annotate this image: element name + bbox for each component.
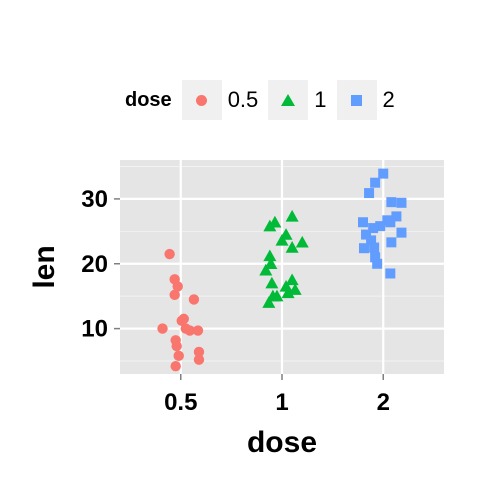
legend-key-square <box>336 80 377 120</box>
data-points <box>157 168 407 372</box>
point-square <box>378 168 389 179</box>
point-square <box>396 227 407 238</box>
legend-key-triangle <box>268 80 309 120</box>
point-square <box>375 221 386 232</box>
legend-key-circle <box>181 80 222 120</box>
point-square <box>386 237 397 248</box>
axes: 10 20 30 0.5 1 2 <box>81 186 390 416</box>
legend: dose 0.5 1 2 <box>125 80 405 120</box>
point-square <box>361 229 372 240</box>
x-tick-label: 0.5 <box>164 389 197 416</box>
triangle-icon <box>281 94 296 106</box>
x-tick-label: 2 <box>377 389 390 416</box>
point-circle <box>169 289 180 301</box>
point-circle <box>176 315 187 327</box>
point-triangle <box>263 249 277 262</box>
point-square <box>370 177 381 188</box>
legend-label: 0.5 <box>227 87 259 112</box>
point-circle <box>170 361 181 372</box>
y-tick-label: 20 <box>81 251 108 278</box>
point-triangle <box>281 286 295 299</box>
point-triangle <box>288 283 302 295</box>
point-triangle <box>265 276 279 289</box>
circle-icon <box>196 94 208 106</box>
y-tick-label: 10 <box>81 316 108 343</box>
legend-label: 1 <box>314 87 327 112</box>
point-square <box>359 243 370 254</box>
point-circle <box>171 340 182 352</box>
point-circle <box>192 325 204 336</box>
point-triangle <box>285 241 299 253</box>
point-square <box>385 217 396 228</box>
point-circle <box>157 323 168 334</box>
point-triangle <box>285 273 299 286</box>
point-square <box>372 258 383 269</box>
point-triangle <box>285 209 299 222</box>
y-tick-label: 30 <box>81 186 108 213</box>
square-icon <box>351 94 363 106</box>
point-circle <box>193 346 205 358</box>
point-triangle <box>275 233 289 246</box>
point-square <box>369 242 380 253</box>
point-circle <box>172 281 183 292</box>
legend-item-2: 2 <box>336 80 395 120</box>
point-circle <box>188 294 200 305</box>
point-triangle <box>262 296 276 308</box>
point-circle <box>184 325 196 336</box>
point-triangle <box>259 263 273 276</box>
point-triangle <box>264 257 278 269</box>
point-square <box>391 211 402 222</box>
point-square <box>386 197 397 208</box>
point-square <box>366 235 377 246</box>
legend-title: dose <box>125 88 172 111</box>
point-square <box>385 268 396 279</box>
point-triangle <box>266 289 280 302</box>
y-axis-label: len <box>28 245 61 288</box>
legend-item-0.5: 0.5 <box>181 80 259 120</box>
point-circle <box>164 248 175 260</box>
point-square <box>370 252 381 263</box>
point-circle <box>173 350 184 362</box>
x-tick-label: 1 <box>275 389 288 416</box>
legend-item-1: 1 <box>268 80 327 120</box>
point-triangle <box>295 235 309 248</box>
point-square <box>368 223 379 234</box>
legend-label: 2 <box>382 87 395 112</box>
point-square <box>364 188 375 199</box>
x-axis-label: dose <box>247 426 317 459</box>
point-square <box>396 197 407 208</box>
point-circle <box>193 354 205 365</box>
point-square <box>358 217 368 228</box>
point-triangle <box>263 219 277 232</box>
